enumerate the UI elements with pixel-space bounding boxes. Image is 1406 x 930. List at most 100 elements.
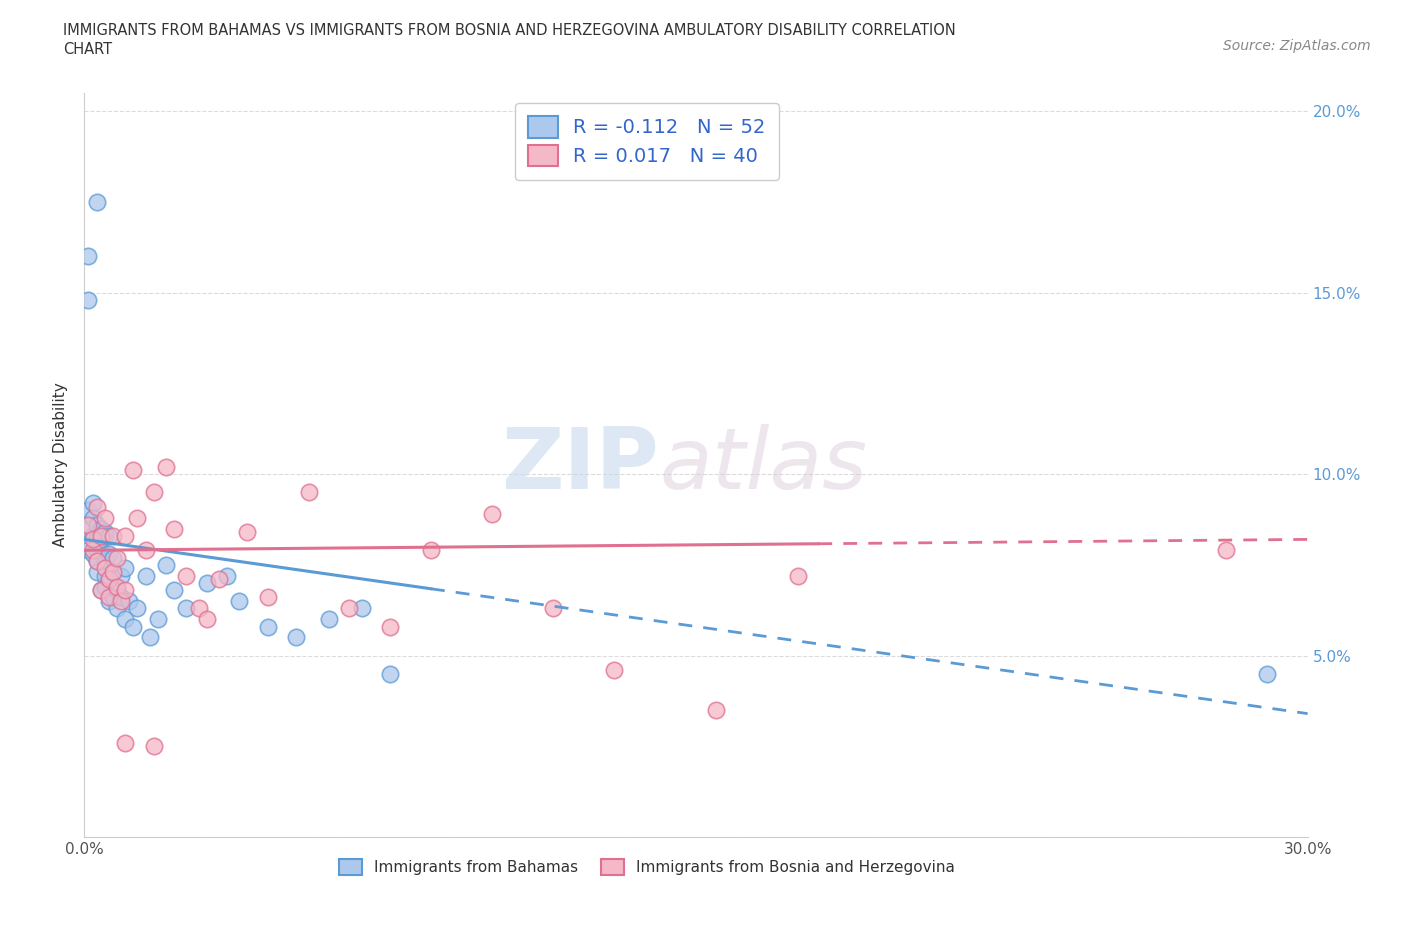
Point	[101, 551, 124, 565]
Point	[105, 601, 128, 616]
Point	[77, 249, 100, 264]
Point	[114, 612, 136, 627]
Point	[208, 572, 231, 587]
Point	[86, 543, 108, 558]
Point	[135, 568, 157, 583]
Point	[135, 543, 157, 558]
Point	[90, 521, 112, 536]
Point	[339, 601, 361, 616]
Point	[82, 532, 104, 547]
Point	[77, 517, 100, 532]
Point	[86, 553, 108, 568]
Point	[142, 485, 165, 499]
Point	[82, 528, 104, 543]
Point	[82, 511, 104, 525]
Point	[122, 619, 145, 634]
Legend: Immigrants from Bahamas, Immigrants from Bosnia and Herzegovina: Immigrants from Bahamas, Immigrants from…	[333, 853, 962, 882]
Point	[86, 194, 108, 209]
Point	[257, 619, 280, 634]
Point	[105, 583, 128, 598]
Point	[127, 601, 149, 616]
Point	[114, 583, 136, 598]
Point	[101, 528, 124, 543]
Point	[110, 593, 132, 608]
Y-axis label: Ambulatory Disability: Ambulatory Disability	[53, 382, 69, 548]
Point	[93, 568, 115, 583]
Point	[195, 576, 218, 591]
Point	[155, 557, 177, 572]
Point	[217, 568, 239, 583]
Point	[110, 590, 132, 604]
Point	[187, 601, 209, 616]
Point	[420, 543, 443, 558]
Point	[142, 738, 165, 753]
Point	[114, 528, 136, 543]
Point	[90, 583, 112, 598]
Point	[97, 528, 120, 543]
Point	[163, 583, 186, 598]
Point	[101, 565, 124, 579]
Point	[236, 525, 259, 539]
Point	[155, 459, 177, 474]
Point	[77, 521, 100, 536]
Point	[122, 463, 145, 478]
Point	[86, 565, 108, 579]
Point	[105, 579, 128, 594]
Point	[77, 503, 100, 518]
Point	[127, 511, 149, 525]
Point	[93, 511, 115, 525]
Point	[118, 593, 141, 608]
Text: ZIP: ZIP	[502, 423, 659, 507]
Point	[105, 551, 128, 565]
Point	[163, 521, 186, 536]
Point	[1215, 543, 1237, 558]
Point	[1256, 666, 1278, 681]
Point	[90, 528, 112, 543]
Point	[82, 543, 104, 558]
Point	[97, 572, 120, 587]
Point	[77, 543, 100, 558]
Point	[90, 583, 112, 598]
Point	[97, 547, 120, 562]
Point	[93, 553, 115, 568]
Point	[174, 568, 197, 583]
Text: IMMIGRANTS FROM BAHAMAS VS IMMIGRANTS FROM BOSNIA AND HERZEGOVINA AMBULATORY DIS: IMMIGRANTS FROM BAHAMAS VS IMMIGRANTS FR…	[63, 23, 956, 38]
Text: atlas: atlas	[659, 423, 868, 507]
Point	[93, 561, 115, 576]
Point	[543, 601, 565, 616]
Point	[97, 572, 120, 587]
Point	[146, 612, 169, 627]
Point	[93, 525, 115, 539]
Point	[86, 499, 108, 514]
Point	[114, 736, 136, 751]
Point	[82, 496, 104, 511]
Point	[114, 561, 136, 576]
Point	[195, 612, 218, 627]
Point	[110, 568, 132, 583]
Point	[481, 507, 503, 522]
Point	[138, 630, 160, 644]
Point	[706, 702, 728, 717]
Point	[285, 630, 308, 644]
Point	[86, 517, 108, 532]
Point	[318, 612, 340, 627]
Point	[90, 532, 112, 547]
Point	[97, 593, 120, 608]
Point	[82, 547, 104, 562]
Point	[93, 579, 115, 594]
Text: Source: ZipAtlas.com: Source: ZipAtlas.com	[1223, 39, 1371, 53]
Point	[380, 666, 402, 681]
Point	[257, 590, 280, 604]
Point	[97, 590, 120, 604]
Point	[603, 662, 626, 677]
Point	[101, 565, 124, 579]
Point	[90, 543, 112, 558]
Point	[86, 553, 108, 568]
Point	[380, 619, 402, 634]
Point	[174, 601, 197, 616]
Point	[93, 528, 115, 543]
Point	[101, 590, 124, 604]
Point	[228, 593, 250, 608]
Point	[350, 601, 373, 616]
Point	[298, 485, 321, 499]
